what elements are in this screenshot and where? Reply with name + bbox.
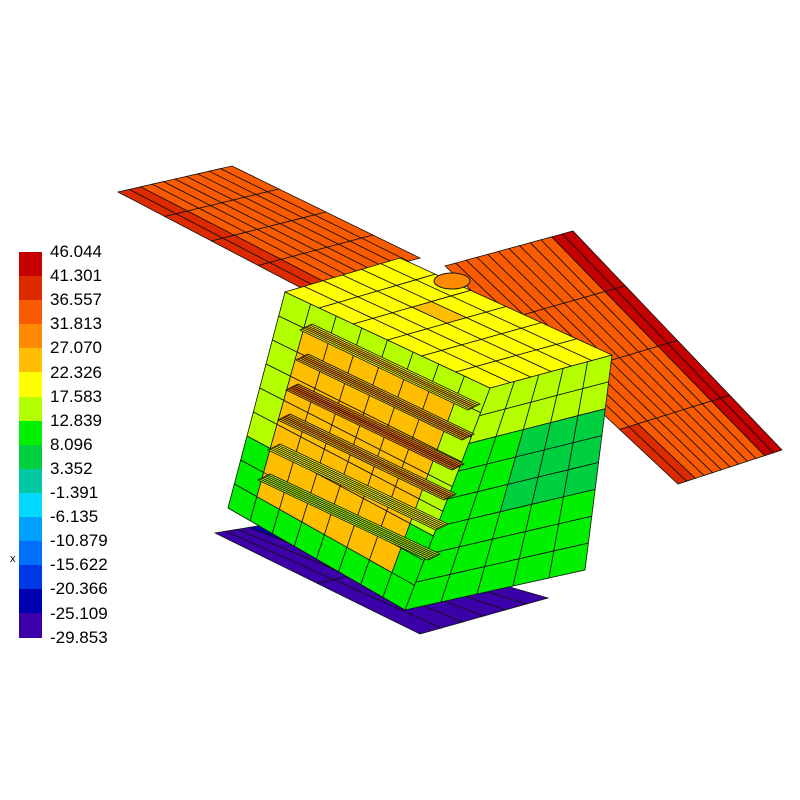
legend-label: 27.070 [50,338,102,358]
legend-label: -1.391 [50,483,99,502]
legend-band [19,468,42,493]
mesh-element [382,572,415,611]
antenna-disc [433,272,471,290]
mesh-element [287,413,457,496]
body-top-face [283,257,614,389]
mesh-element [305,353,475,436]
legend-band [19,396,42,421]
legend-label: 31.813 [50,314,102,334]
mesh-element [548,542,589,579]
interior-shelf [267,443,449,531]
legend-band [19,565,42,590]
legend-band [19,324,42,349]
legend-band [19,492,42,518]
legend-label: 12.839 [50,410,102,430]
legend-label: -29.853 [50,627,108,647]
legend-band [19,348,42,373]
color-legend [19,252,42,638]
legend-label: -10.879 [50,531,108,551]
interior-shelf [277,413,457,501]
mesh-element [555,338,614,361]
legend-band [19,372,42,397]
legend-label: -6.135 [50,507,99,527]
interior-shelf [285,383,465,471]
mesh-element [719,394,783,454]
legend-label: 8.096 [50,434,93,454]
legend-label: -25.109 [50,603,108,623]
interior-shelf [257,473,441,561]
legend-band [19,444,42,469]
legend-band [19,252,42,277]
interior-shelf [295,353,475,441]
legend-label: 36.557 [50,290,102,310]
legend-band [19,300,42,325]
legend-label: -20.366 [50,579,108,599]
legend-label: -15.622 [50,555,108,575]
axis-label-x: x [10,553,16,565]
mesh-element [295,383,465,466]
legend-band [19,517,42,542]
mesh-element [267,473,441,556]
mesh-element [360,234,422,262]
legend-band [19,613,42,638]
legend-band [19,420,42,445]
mesh-element [277,443,449,526]
legend-label: 17.583 [50,386,102,406]
legend-label: 41.301 [50,266,102,286]
legend-label: 3.352 [50,458,93,478]
legend-label: 46.044 [50,242,102,261]
body-right-face [404,354,613,611]
legend-band [19,541,42,566]
legend-band [19,276,42,301]
legend-band [19,589,42,614]
mesh-element [309,323,481,406]
legend-label: 22.326 [50,362,102,382]
left-solar-panel [116,165,422,291]
interior-shelf [299,323,481,411]
